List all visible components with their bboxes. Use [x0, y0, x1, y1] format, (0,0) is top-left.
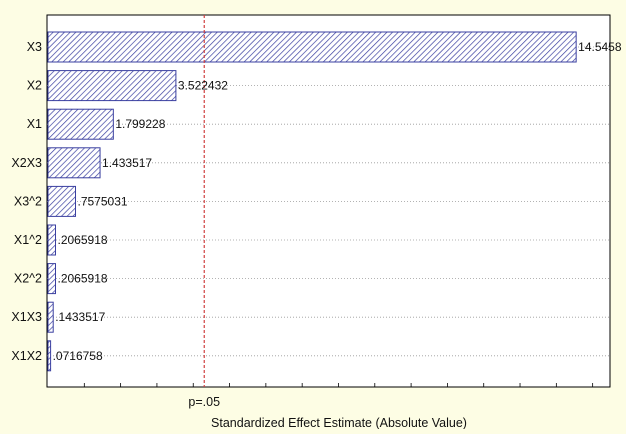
bar: [47, 108, 114, 140]
category-label: X3: [27, 40, 42, 54]
data-label: .2065918: [58, 272, 108, 286]
data-label: 3.522432: [178, 79, 228, 93]
bar: [47, 301, 54, 333]
x-axis-label: Standardized Effect Estimate (Absolute V…: [211, 416, 467, 429]
data-label: .1433517: [55, 310, 105, 324]
category-label: X2X3: [11, 156, 42, 170]
category-label: X1X2: [11, 349, 42, 363]
data-label: 1.433517: [102, 156, 152, 170]
bar: [47, 185, 77, 217]
bar: [47, 263, 57, 295]
bar: [47, 70, 177, 102]
value-labels: 14.5458 3.522432 1.799228 1.433517 .7575031.…: [53, 40, 622, 363]
bar: [47, 340, 52, 372]
category-label: X1^2: [14, 233, 42, 247]
data-label: .2065918: [58, 233, 108, 247]
data-label: .0716758: [53, 349, 103, 363]
category-label: X2^2: [14, 272, 42, 286]
category-label: X3^2: [14, 194, 42, 208]
data-label: 14.5458: [578, 40, 622, 54]
category-labels: X3 X2 X1 X2X3 X3^2 X1^2 X2^2 X1X3 X1X2: [11, 40, 42, 363]
bar-series: [47, 31, 577, 372]
data-label: 1.799228: [115, 117, 165, 131]
category-label: X2: [27, 79, 42, 93]
bar: [47, 224, 57, 256]
reference-line-group: p=.05: [188, 15, 220, 409]
data-label: .7575031: [78, 194, 128, 208]
category-label: X1: [27, 117, 42, 131]
bar: [47, 31, 577, 63]
reference-line-label: p=.05: [188, 395, 220, 409]
bar: [47, 147, 101, 179]
category-label: X1X3: [11, 310, 42, 324]
